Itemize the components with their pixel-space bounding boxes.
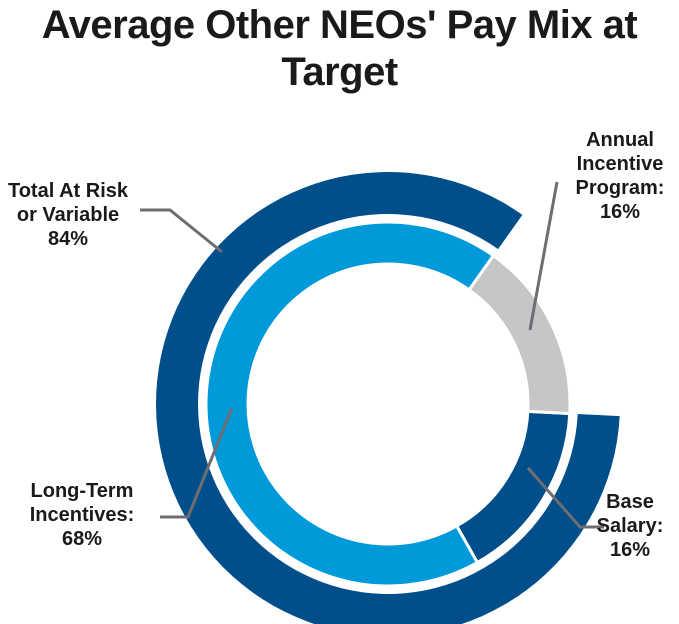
- label-annual-incentive-program-line-2: Incentive: [577, 153, 664, 175]
- label-base-salary-line-3: 16%: [610, 539, 650, 561]
- inner-ring-annual-incentive-arc: [467, 253, 572, 416]
- label-base-salary-line-1: Base: [606, 491, 654, 513]
- label-long-term-incentives: Long-Term Incentives: 68%: [30, 480, 134, 550]
- leader-line-long-term-incentives: [160, 407, 234, 519]
- label-annual-incentive-program-line-1: Annual: [586, 129, 654, 151]
- label-total-at-risk-line-2: or Variable: [17, 204, 119, 226]
- label-total-at-risk: Total At Risk or Variable 84%: [8, 180, 129, 250]
- label-annual-incentive-program-line-3: Program:: [576, 177, 665, 199]
- label-total-at-risk-line-1: Total At Risk: [8, 180, 129, 202]
- chart-title: Average Other NEOs' Pay Mix at Target: [0, 2, 679, 96]
- label-long-term-incentives-line-1: Long-Term: [31, 480, 134, 502]
- label-total-at-risk-line-3: 84%: [48, 228, 88, 250]
- leader-line-total-at-risk: [140, 208, 223, 254]
- label-long-term-incentives-line-2: Incentives:: [30, 504, 134, 526]
- label-long-term-incentives-line-3: 68%: [62, 528, 102, 550]
- inner-ring-long-term-incentives-arc: [204, 220, 496, 588]
- label-base-salary: Base Salary: 16%: [597, 491, 664, 561]
- leader-line-base-salary: [526, 467, 604, 529]
- label-base-salary-line-2: Salary:: [597, 515, 664, 537]
- leader-line-annual-incentive: [528, 181, 559, 331]
- chart-title-line-1: Average Other NEOs' Pay Mix at: [41, 3, 638, 47]
- chart-title-line-2: Target: [281, 50, 398, 94]
- label-annual-incentive-program: Annual Incentive Program: 16%: [576, 129, 665, 223]
- label-annual-incentive-program-line-4: 16%: [600, 201, 640, 223]
